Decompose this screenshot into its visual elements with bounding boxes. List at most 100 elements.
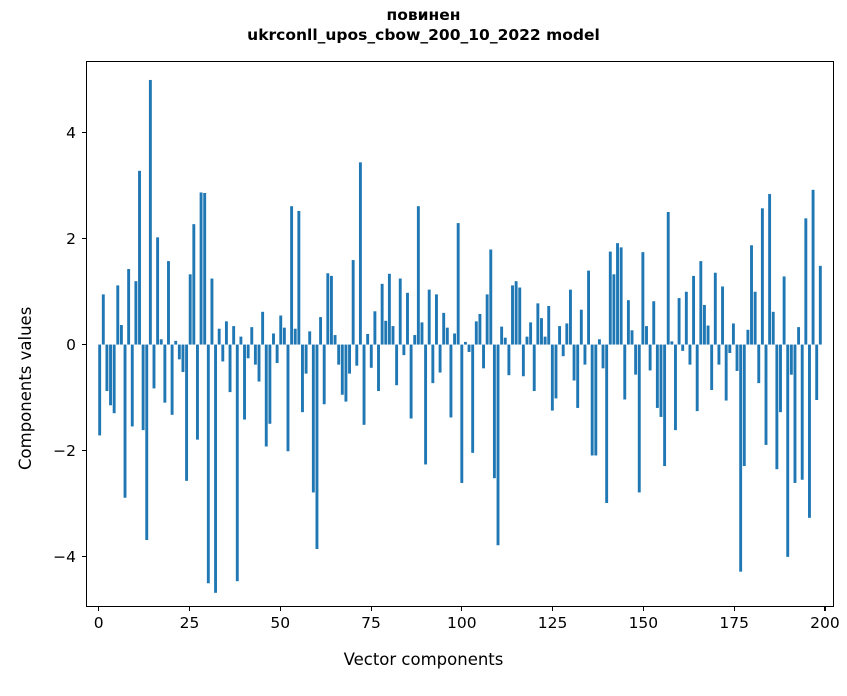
bar: [329, 275, 333, 345]
bar: [177, 344, 181, 360]
bar: [760, 208, 764, 345]
bar: [101, 294, 105, 345]
bar: [217, 328, 221, 345]
bar: [286, 344, 290, 452]
plot-axes: [86, 61, 834, 607]
bar: [540, 318, 543, 345]
x-tick-mark: [824, 607, 826, 611]
bar: [243, 344, 246, 420]
bar: [655, 344, 659, 408]
bar: [406, 292, 409, 345]
bar: [467, 344, 471, 352]
bar: [148, 79, 152, 345]
bar: [424, 344, 428, 465]
x-tick-mark: [98, 607, 100, 611]
bar: [670, 341, 674, 345]
bar: [634, 344, 638, 375]
bar: [199, 192, 203, 345]
bar: [518, 287, 522, 345]
bar: [377, 344, 380, 392]
bar: [232, 326, 236, 345]
bar: [358, 162, 362, 345]
bar: [416, 206, 420, 345]
bar: [684, 291, 688, 345]
bar: [492, 344, 496, 479]
bar: [648, 344, 652, 371]
bar: [167, 261, 170, 345]
bar: [449, 344, 453, 418]
bar: [735, 344, 739, 371]
bar: [98, 344, 102, 436]
bar: [608, 251, 612, 345]
bar: [623, 344, 627, 400]
bar: [808, 344, 811, 518]
bar: [771, 311, 775, 345]
y-tick-mark: [82, 556, 86, 558]
bar: [420, 322, 424, 345]
bar: [319, 317, 323, 345]
bar: [210, 278, 214, 345]
bar: [268, 344, 272, 424]
bar: [105, 344, 109, 392]
bar: [156, 237, 160, 345]
bar: [659, 344, 663, 417]
x-tick-label: 200: [810, 614, 840, 632]
bar: [293, 328, 297, 345]
bar: [453, 333, 457, 345]
bar: [163, 344, 167, 403]
bar: [134, 281, 138, 345]
bar: [612, 274, 616, 345]
bar: [442, 312, 446, 345]
bar: [181, 344, 185, 373]
bar: [391, 326, 395, 345]
bar: [224, 321, 228, 345]
x-tick-label: 25: [179, 614, 200, 632]
bar: [326, 273, 330, 345]
bar: [279, 315, 283, 345]
bar: [138, 170, 141, 345]
bar: [246, 344, 250, 359]
bar: [355, 344, 359, 366]
bar: [141, 344, 145, 431]
bar: [601, 344, 605, 369]
bar: [340, 344, 344, 395]
bar: [192, 224, 196, 345]
bar: [159, 339, 163, 345]
x-tick-mark: [188, 607, 191, 611]
bar: [373, 311, 377, 345]
bar: [206, 344, 210, 584]
bar: [311, 344, 315, 493]
bar: [717, 344, 721, 365]
y-tick-mark: [82, 450, 86, 452]
bar: [409, 344, 413, 419]
bar: [775, 344, 779, 470]
bar: [569, 289, 572, 345]
bar: [250, 327, 254, 345]
bar: [297, 210, 301, 345]
bar: [583, 344, 587, 365]
bar: [721, 286, 724, 345]
bar: [753, 291, 757, 345]
bar: [521, 344, 525, 377]
bar: [713, 272, 717, 345]
bar: [558, 326, 562, 345]
bar: [645, 326, 648, 345]
bar: [474, 321, 478, 345]
bar: [315, 344, 319, 549]
chart-title: повинен ukrconll_upos_cbow_200_10_2022 m…: [0, 6, 847, 46]
x-tick-mark: [552, 607, 554, 611]
bar: [536, 303, 540, 345]
bar: [641, 252, 645, 345]
bar: [543, 336, 547, 345]
bar: [811, 189, 815, 345]
bar: [779, 344, 782, 413]
bar: [728, 344, 732, 354]
x-tick-mark: [461, 607, 463, 611]
bar: [565, 323, 569, 345]
bar: [188, 274, 192, 345]
y-tick-mark: [82, 238, 86, 240]
bar: [818, 265, 822, 345]
y-tick-label: 2: [66, 229, 76, 248]
bar: [525, 336, 529, 345]
bar: [503, 337, 507, 345]
